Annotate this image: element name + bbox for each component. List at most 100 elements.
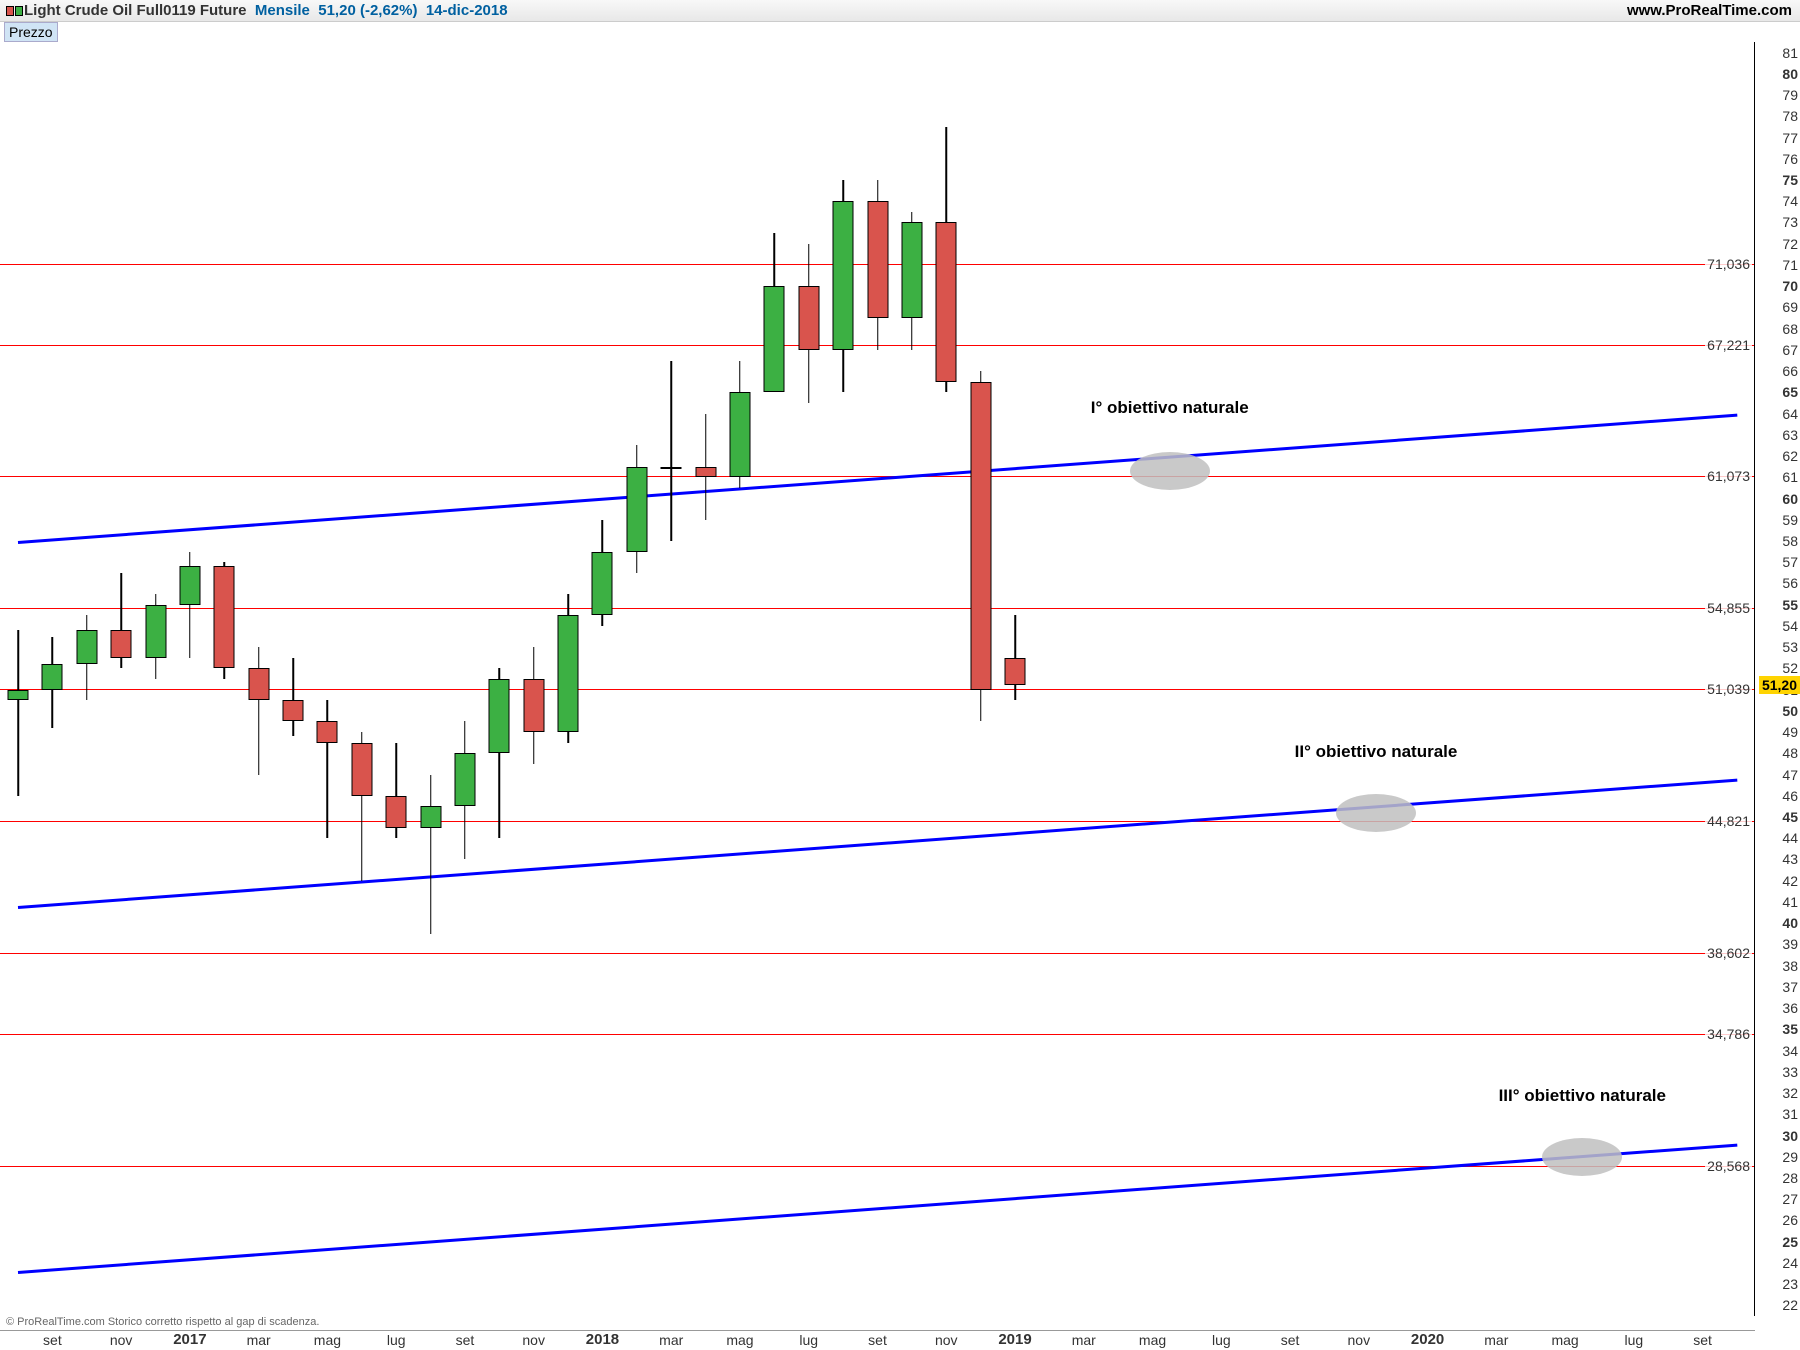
candle-body [592,552,613,616]
y-tick: 54 [1782,619,1798,633]
y-tick: 45 [1782,810,1798,824]
y-tick: 56 [1782,576,1798,590]
y-tick: 34 [1782,1044,1798,1058]
x-tick: lug [387,1332,406,1348]
y-tick: 50 [1782,704,1798,718]
candle-body [626,467,647,552]
y-tick: 27 [1782,1192,1798,1206]
x-tick: nov [1348,1332,1371,1348]
chart-area[interactable]: 71,03667,22161,07354,85551,03944,82138,6… [0,42,1800,1316]
y-tick: 79 [1782,88,1798,102]
x-tick: 2019 [998,1331,1031,1348]
trend-line [18,414,1737,544]
y-tick: 35 [1782,1022,1798,1036]
candle-wick [292,658,294,737]
x-tick: set [1693,1332,1712,1348]
y-tick: 78 [1782,109,1798,123]
y-tick: 28 [1782,1171,1798,1185]
y-tick: 33 [1782,1065,1798,1079]
candle-body [867,201,888,318]
x-tick: mar [1072,1332,1096,1348]
candle-body [351,743,372,796]
candle-body [798,286,819,350]
horizontal-level [0,953,1754,954]
y-tick: 31 [1782,1107,1798,1121]
level-label: 71,036 [1705,256,1752,272]
timeframe-label: Mensile [255,2,310,19]
x-tick: mag [314,1332,341,1348]
brand-watermark: www.ProRealTime.com [1627,2,1792,19]
candle-down-icon [6,6,14,16]
y-axis: 2223242526272829303132333435363738394041… [1755,42,1800,1316]
target-ellipse [1542,1138,1622,1176]
y-tick: 72 [1782,237,1798,251]
x-tick: 2018 [586,1331,619,1348]
y-tick: 81 [1782,46,1798,60]
plot-region[interactable]: 71,03667,22161,07354,85551,03944,82138,6… [0,42,1755,1316]
y-tick: 46 [1782,789,1798,803]
candle-body [558,615,579,732]
x-tick: lug [799,1332,818,1348]
x-tick: mag [1551,1332,1578,1348]
y-tick: 80 [1782,67,1798,81]
y-tick: 70 [1782,279,1798,293]
horizontal-level [0,1034,1754,1035]
candle-body [145,605,166,658]
x-tick: 2020 [1411,1331,1444,1348]
level-label: 34,786 [1705,1026,1752,1042]
trend-line [18,779,1737,909]
y-tick: 39 [1782,937,1798,951]
target-ellipse [1336,794,1416,832]
candle-body [42,664,63,689]
target-label: III° obiettivo naturale [1499,1086,1666,1106]
candle-up-icon [15,6,23,16]
candle-body [523,679,544,732]
level-label: 51,039 [1705,681,1752,697]
y-tick: 23 [1782,1277,1798,1291]
y-tick: 26 [1782,1213,1798,1227]
y-tick: 53 [1782,640,1798,654]
level-label: 61,073 [1705,468,1752,484]
y-tick: 40 [1782,916,1798,930]
candle-body [283,700,304,721]
y-tick: 37 [1782,980,1798,994]
candle-body [970,382,991,690]
copyright-text: © ProRealTime.com Storico corretto rispe… [6,1316,319,1328]
candle-body [661,467,682,469]
candle-body [317,721,338,742]
x-tick: 2017 [173,1331,206,1348]
candle-wick [670,361,672,541]
y-tick: 75 [1782,173,1798,187]
y-tick: 67 [1782,343,1798,357]
candle-body [76,630,97,664]
y-tick: 74 [1782,194,1798,208]
y-tick: 55 [1782,598,1798,612]
y-tick: 59 [1782,513,1798,527]
x-tick: set [456,1332,475,1348]
y-tick: 77 [1782,131,1798,145]
x-tick: nov [935,1332,958,1348]
horizontal-level [0,1166,1754,1167]
x-tick: mar [1484,1332,1508,1348]
sub-header: Prezzo [0,22,1800,42]
y-tick: 47 [1782,768,1798,782]
y-tick: 61 [1782,470,1798,484]
target-ellipse [1130,452,1210,490]
candle-body [695,467,716,478]
y-tick: 63 [1782,428,1798,442]
y-tick: 41 [1782,895,1798,909]
y-tick: 73 [1782,215,1798,229]
y-tick: 42 [1782,874,1798,888]
y-tick: 68 [1782,322,1798,336]
candle-body [111,630,132,658]
y-tick: 48 [1782,746,1798,760]
y-tick: 25 [1782,1235,1798,1249]
y-tick: 49 [1782,725,1798,739]
y-tick: 30 [1782,1129,1798,1143]
chart-footer: © ProRealTime.com Storico corretto rispe… [0,1316,1755,1350]
x-tick: set [43,1332,62,1348]
candle-body [8,690,29,701]
target-label: II° obiettivo naturale [1295,742,1458,762]
candle-body [489,679,510,753]
x-tick: nov [522,1332,545,1348]
